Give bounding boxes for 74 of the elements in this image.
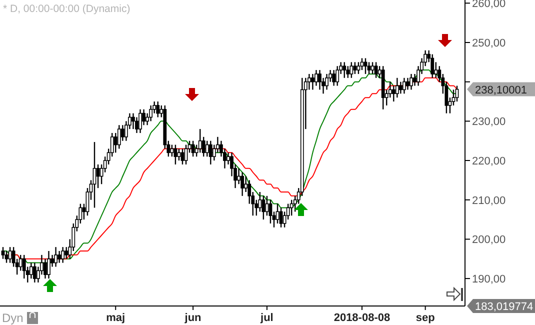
y-tick-label: 210,00 xyxy=(472,194,506,207)
candlestick xyxy=(356,62,360,75)
y-tick-label: 220,00 xyxy=(472,156,506,168)
candlestick xyxy=(290,199,294,216)
candlestick xyxy=(54,246,58,268)
candlestick xyxy=(240,172,244,197)
candlestick xyxy=(8,246,12,264)
candlestick xyxy=(198,128,202,154)
candlestick xyxy=(374,62,378,78)
candlestick xyxy=(370,62,374,75)
candlestick xyxy=(244,176,248,193)
candlestick xyxy=(353,62,357,75)
candlestick xyxy=(22,254,26,280)
candlestick xyxy=(237,168,240,185)
candlestick xyxy=(434,62,438,78)
candlestick xyxy=(117,124,121,150)
candlestick xyxy=(350,62,354,78)
candlestick xyxy=(406,77,410,90)
candlestick xyxy=(332,69,336,86)
candlestick xyxy=(1,246,5,260)
y-tick-label: 183,019774 xyxy=(475,301,534,313)
candlestick xyxy=(346,65,350,78)
candlestick xyxy=(47,250,50,280)
candlestick xyxy=(156,100,160,118)
candlestick xyxy=(174,144,178,166)
x-tick-label: jun xyxy=(184,312,202,324)
candlestick xyxy=(44,258,47,280)
candlestick xyxy=(395,77,399,98)
candlestick xyxy=(142,108,146,126)
candlestick xyxy=(18,254,22,272)
candlestick xyxy=(367,62,371,75)
y-tick-label: 230,00 xyxy=(472,116,506,128)
candlestick xyxy=(398,81,402,94)
y-tick-label: 238,10001 xyxy=(475,84,527,96)
candlestick xyxy=(318,69,322,90)
candlestick xyxy=(325,73,328,90)
y-tick-label: 200,00 xyxy=(472,234,506,246)
candlestick xyxy=(226,152,230,166)
x-tick-label: maj xyxy=(106,312,126,324)
candlestick xyxy=(120,124,124,142)
x-tick-label: 2018-08-08 xyxy=(334,312,390,324)
candlestick xyxy=(336,65,340,86)
candlestick xyxy=(430,54,434,78)
candlestick xyxy=(64,246,68,260)
chart-title: * D, 00:00-00:00 (Dynamic) xyxy=(3,3,130,15)
candlestick xyxy=(132,112,135,130)
candlestick xyxy=(402,77,406,94)
text: Dyn xyxy=(2,311,24,325)
candlestick xyxy=(311,73,314,90)
candlestick xyxy=(180,148,184,166)
candlestick xyxy=(58,250,62,264)
candlestick xyxy=(149,104,153,122)
x-tick-label: jul xyxy=(260,312,274,324)
candlestick xyxy=(262,195,266,220)
candlestick xyxy=(138,108,142,134)
candlestick xyxy=(258,191,262,212)
y-tick-label: 250,00 xyxy=(472,37,506,50)
candlestick xyxy=(205,140,209,158)
candlestick xyxy=(61,246,65,264)
candlestick xyxy=(4,250,8,264)
candlestick xyxy=(342,62,346,78)
candlestick xyxy=(29,262,33,280)
candlestick xyxy=(314,69,318,86)
candlestick xyxy=(114,132,118,154)
candlestick xyxy=(392,85,396,102)
candlestick xyxy=(208,140,212,166)
candlestick xyxy=(177,148,181,162)
candlestick xyxy=(170,144,174,158)
candlestick xyxy=(410,73,413,90)
candlestick xyxy=(32,262,36,284)
x-tick-label: sep xyxy=(416,312,436,324)
y-tick-label: 190,00 xyxy=(472,274,506,286)
candlestick xyxy=(135,116,138,134)
candlestick xyxy=(413,73,416,86)
